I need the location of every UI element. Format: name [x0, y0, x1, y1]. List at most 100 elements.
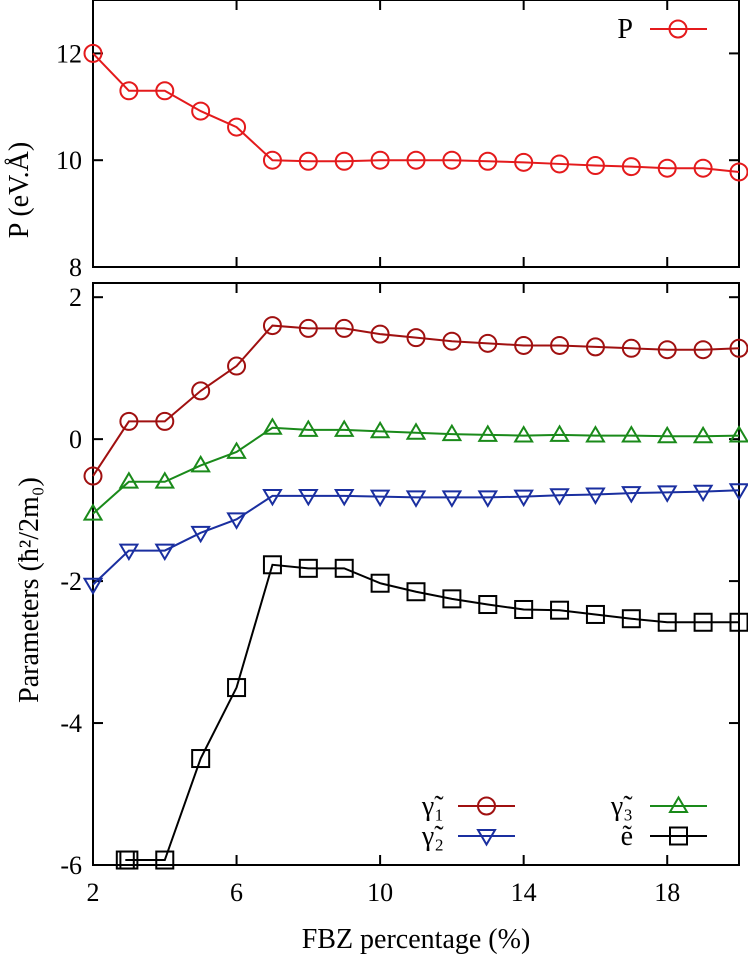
top-panel-frame	[92, 0, 740, 268]
top-panel-p: 8 10 12 P (eV.Å) P	[4, 0, 748, 282]
bottom-series-0-point	[693, 340, 713, 360]
legend-label-series-0: γ̃₁	[421, 791, 444, 822]
top-series-0-point	[83, 43, 103, 63]
bottom-series-0-point	[298, 318, 318, 338]
bottom-series-2-point	[549, 424, 570, 442]
bottom-series-0-point	[227, 356, 247, 376]
legend-marker-series-1	[476, 829, 497, 847]
bottom-series-2-point	[154, 471, 176, 489]
bottom-series-1-point	[82, 577, 104, 596]
top-series-0	[83, 43, 748, 182]
bottom-series-1-point	[477, 490, 499, 508]
bottom-axis-ticks: 2 6 10 14 18 -6 -4 -2 0 2	[60, 283, 739, 907]
bottom-series-1-point	[549, 488, 570, 506]
bottom-series-2-point	[333, 419, 355, 437]
top-series-0-point	[262, 150, 282, 170]
bottom-series-3-point	[191, 749, 211, 769]
top-series-0-point	[657, 158, 677, 178]
bottom-series-1-point	[621, 486, 642, 504]
bottom-series-3-point	[370, 573, 390, 593]
legend-label-p: P	[617, 14, 633, 45]
bottom-series-3-point	[693, 612, 713, 632]
bottom-series-2-point	[405, 422, 427, 440]
bottom-series-0-point	[155, 411, 175, 431]
bottom-series-3-point	[621, 609, 641, 629]
bottom-series-3-point	[657, 612, 677, 632]
bottom-series-3	[115, 555, 748, 870]
bottom-series-1-point	[154, 543, 176, 562]
bottom-series-3-point	[442, 589, 462, 609]
top-y-tick-label: 10	[56, 146, 82, 175]
bottom-series-2-point	[585, 425, 606, 443]
bottom-series-0-point	[550, 335, 570, 355]
bottom-series-0-point	[478, 333, 498, 353]
bottom-series-3-point	[550, 600, 570, 620]
bottom-series-0-point	[262, 316, 282, 336]
bottom-series-layer	[82, 316, 748, 870]
bottom-series-2-point	[226, 441, 247, 459]
bottom-series-3-point	[334, 558, 354, 578]
bottom-series-0-point	[621, 338, 641, 358]
bottom-x-tick-label: 10	[367, 878, 393, 907]
top-series-0-point	[119, 81, 139, 101]
bottom-y-tick-label: -4	[60, 709, 82, 738]
bottom-series-3-point	[406, 582, 426, 602]
bottom-x-tick-label: 14	[511, 878, 537, 907]
bottom-series-1	[82, 483, 748, 596]
bottom-series-3-point	[585, 604, 605, 624]
bottom-series-1-point	[333, 488, 355, 507]
bottom-y-tick-label: 2	[69, 283, 82, 312]
legend-marker-series-3	[669, 826, 688, 846]
bottom-series-2-point	[369, 420, 391, 439]
bottom-series-0-point	[406, 328, 426, 348]
bottom-series-1-point	[369, 489, 391, 508]
bottom-series-2	[82, 417, 748, 521]
bottom-series-0-point	[370, 324, 390, 344]
top-series-0-point	[370, 150, 390, 170]
top-axis-ticks: 8 10 12	[56, 0, 739, 282]
bottom-series-0-point	[442, 331, 462, 351]
bottom-legend: γ̃₁γ̃₂ γ̃₃ẽ	[421, 791, 707, 852]
bottom-y-axis-label: Parameters (ħ²/2m₀)	[14, 477, 45, 703]
bottom-series-3-point	[119, 850, 139, 870]
top-series-layer	[83, 43, 748, 182]
top-series-0-point	[155, 81, 175, 101]
top-series-0-point	[550, 154, 570, 174]
bottom-series-2-point	[621, 425, 642, 443]
bottom-series-2-point	[118, 471, 140, 489]
bottom-series-0-point	[191, 381, 211, 401]
bottom-series-3-point	[155, 850, 175, 870]
x-axis-label: FBZ percentage (%)	[302, 924, 531, 955]
bottom-series-2-line	[92, 426, 740, 515]
bottom-series-0-point	[334, 318, 354, 338]
top-series-0-point	[693, 158, 713, 178]
legend-marker-series-0	[477, 796, 496, 816]
bottom-series-2-point	[692, 425, 714, 444]
bottom-panel-parameters: 2 6 10 14 18 -6 -4 -2 0 2 Parameters (ħ²/2m₀) FBZ…	[14, 282, 748, 955]
bottom-x-tick-label: 18	[654, 878, 680, 907]
bottom-series-1-point	[656, 485, 678, 503]
top-series-0-point	[334, 151, 354, 171]
top-series-0-line	[92, 52, 740, 173]
top-series-0-point	[227, 117, 247, 137]
legend-label-series-3: ẽ	[621, 821, 633, 852]
bottom-y-tick-label: 0	[69, 425, 82, 454]
top-y-tick-label: 12	[56, 39, 82, 68]
bottom-x-tick-label: 6	[230, 878, 243, 907]
bottom-series-3-point	[478, 595, 498, 615]
top-series-0-point	[621, 157, 641, 177]
top-series-0-point	[191, 101, 211, 121]
legend-marker-p	[668, 19, 688, 39]
bottom-y-tick-label: -2	[60, 567, 82, 596]
bottom-series-3-point	[262, 555, 282, 575]
legend-marker-series-2	[668, 795, 689, 813]
top-series-0-point	[298, 151, 318, 171]
bottom-series-0-point	[514, 335, 534, 355]
bottom-series-0-point	[585, 337, 605, 357]
bottom-series-1-point	[190, 525, 211, 544]
bottom-series-1-line	[92, 489, 740, 586]
bottom-series-1-point	[262, 488, 283, 507]
bottom-series-0-point	[119, 411, 139, 431]
bottom-series-1-point	[226, 512, 247, 530]
